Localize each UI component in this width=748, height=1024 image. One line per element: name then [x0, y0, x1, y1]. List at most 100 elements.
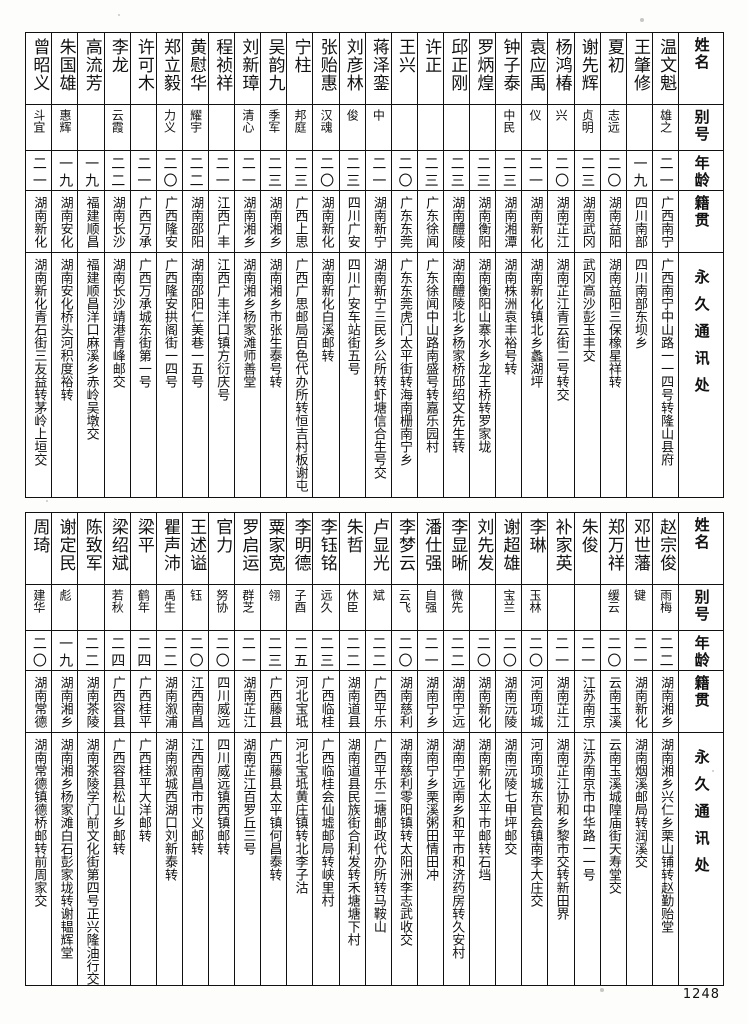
row-header-origin: 籍贯: [678, 670, 724, 733]
alias-text: 休臣: [345, 589, 360, 613]
row-header-label: 永久通讯处: [692, 749, 711, 884]
cell-alias: [208, 104, 236, 151]
cell-alias: 翎: [260, 584, 288, 631]
cell-address: 湖南湘乡兴仁乡栗山铺转赵勤贻堂: [651, 732, 680, 986]
cell-name: 郑立毅: [155, 32, 183, 105]
cell-origin: 湖南新宁: [364, 190, 392, 253]
alias-text: 微先: [449, 589, 464, 613]
cell-alias: 志远: [599, 104, 627, 151]
cell-age: 二〇: [599, 150, 627, 191]
name-text: 高流芳: [81, 38, 102, 92]
alias-text: 志远: [606, 109, 621, 133]
age-text: 二二: [161, 636, 178, 670]
origin-text: 广西桂平: [135, 676, 151, 728]
alias-text: 力义: [162, 109, 177, 133]
cell-age: 二一: [364, 150, 392, 191]
origin-text: 湖南益阳: [605, 196, 621, 248]
cell-alias: 季军: [260, 104, 288, 151]
cell-address: 江西广丰洋口镇方衍庆号: [208, 252, 236, 498]
origin-text: 广西上思: [292, 196, 308, 248]
age-text: 二〇: [396, 636, 413, 670]
cell-name: 刘彦林: [338, 32, 366, 105]
cell-age: 一九: [77, 150, 105, 191]
cell-age: 二二: [155, 630, 183, 671]
cell-age: 二二: [364, 630, 392, 671]
origin-text: 湖南衡阳: [475, 196, 491, 248]
row-header-label: 籍贯: [692, 675, 711, 709]
age-text: 二五: [292, 636, 309, 670]
address-text: 湖南株洲袁丰裕号转: [501, 258, 517, 375]
age-text: 二〇: [605, 636, 622, 670]
cell-origin: 湖南新化: [24, 190, 53, 253]
cell-age: 二三: [260, 630, 288, 671]
cell-age: 二〇: [155, 150, 183, 191]
origin-text: 湖南新宁: [370, 196, 386, 248]
cell-name: 谢定民: [51, 512, 79, 585]
age-text: 一九: [57, 636, 74, 670]
row-name: 姓名 温文魁 王肇修 夏初 谢先辉 杨鸿椿 袁应禹 钟子泰 罗炳煌 邱正刚 许正 王兴 蒋泽銮 刘彦林 张贻…: [24, 32, 724, 105]
cell-alias: 缓云: [599, 584, 627, 631]
origin-text: 广西临桂: [318, 676, 334, 728]
name-text: 王兴: [395, 38, 416, 74]
name-text: 罗启运: [238, 518, 259, 572]
cell-origin: 广西南宁: [651, 190, 680, 253]
cell-address: 湖南醴陵北乡杨家桥邱绍文先生转: [443, 252, 471, 498]
age-text: 二一: [30, 156, 47, 190]
origin-text: 广东东莞: [396, 196, 412, 248]
cell-age: 二五: [286, 630, 314, 671]
cell-address: 湖南新化青石街三友益转茅岭上垣交: [24, 252, 53, 498]
cell-alias: 键: [625, 584, 653, 631]
alias-text: 清心: [240, 109, 255, 133]
alias-text: 键: [632, 589, 647, 601]
cell-alias: 努协: [208, 584, 236, 631]
alias-text: 建华: [31, 589, 46, 613]
name-text: 李显晰: [447, 518, 468, 572]
row-alias: 别号 雨梅键缓云 玉林 宝兰 微先 自强 云飞斌休臣 远久 子酉翎群芝 努协钰禹生 鹤年 若秋 彪建华: [24, 584, 724, 631]
cell-origin: 湖南新化: [521, 190, 549, 253]
cell-age: 二一: [521, 150, 549, 191]
age-text: 二三: [474, 156, 491, 190]
name-text: 程祯祥: [212, 38, 233, 92]
cell-address: 广西广思邮局百色代办所转恒吉村板谢屯: [286, 252, 314, 498]
cell-name: 李钰铭: [312, 512, 340, 585]
address-text: 武冈高沙彭玉丰交: [579, 258, 595, 362]
age-text: 一九: [631, 156, 648, 190]
cell-origin: 江苏南京: [573, 670, 601, 733]
name-text: 李龙: [107, 38, 128, 74]
age-text: 二一: [553, 636, 570, 670]
origin-text: 四川广安: [344, 196, 360, 248]
row-header-age: 年龄: [678, 630, 724, 671]
name-text: 钟子泰: [499, 38, 520, 92]
roster-table: 姓名 赵宗俊 邓世藩 郑万祥 朱俊 补家英 李琳 谢超雄 刘先发 李显晰 潘仕强 李梦云 卢显光 朱哲 李钰…: [24, 512, 724, 986]
origin-text: 湖南芷江: [553, 676, 569, 728]
alias-text: 云飞: [397, 589, 412, 613]
name-text: 李梦云: [395, 518, 416, 572]
cell-origin: 湖南道县: [338, 670, 366, 733]
name-text: 罗炳煌: [473, 38, 494, 92]
name-text: 梁平: [133, 518, 154, 554]
age-text: 二二: [344, 636, 361, 670]
cell-age: 二〇: [312, 150, 340, 191]
cell-age: 二一: [208, 150, 236, 191]
cell-address: 湖南湘乡杨家滩白石彭家垅转谢韫辉堂: [51, 732, 79, 986]
alias-text: 邦庭: [293, 109, 308, 133]
cell-age: 二三: [495, 150, 523, 191]
name-text: 宁柱: [290, 38, 311, 74]
address-text: 湖南芷江协和乡黎市交转新田界: [553, 738, 569, 920]
origin-text: 湖南湘乡: [266, 196, 282, 248]
alias-text: 中民: [501, 109, 516, 133]
cell-alias: 力义: [155, 104, 183, 151]
address-text: 江西广丰洋口镇方衍庆号: [214, 258, 230, 401]
cell-age: 二〇: [390, 150, 418, 191]
name-text: 温文魁: [656, 38, 677, 92]
address-text: 湖南醴陵北乡杨家桥邱绍文先生转: [449, 258, 465, 453]
cell-address: 湖南新宁三民乡公所转虾塘信合生号交: [364, 252, 392, 498]
cell-alias: 休臣: [338, 584, 366, 631]
address-text: 湖南芷江青云街二号转交: [553, 258, 569, 401]
cell-alias: 若秋: [103, 584, 131, 631]
origin-text: 湖南醴陵: [449, 196, 465, 248]
cell-address: 湖南安化桥头河积度裕转: [51, 252, 79, 498]
cell-name: 王肇修: [625, 32, 653, 105]
address-text: 河南项城东官会镇南李大庄交: [527, 738, 543, 907]
origin-text: 四川南部: [631, 196, 647, 248]
